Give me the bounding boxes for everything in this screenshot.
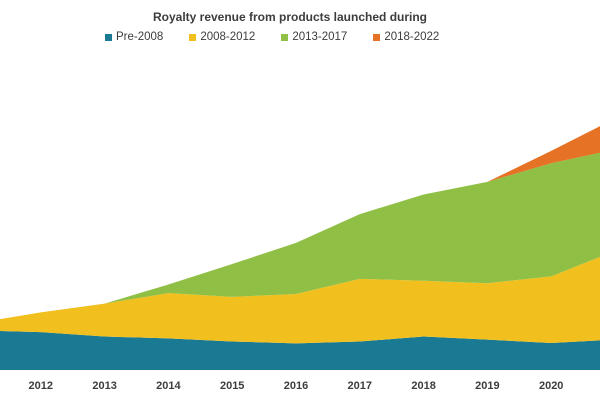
x-tick-label-2014: 2014 <box>156 380 181 392</box>
x-tick-label-2018: 2018 <box>411 380 435 392</box>
x-tick-label-2020: 2020 <box>539 380 563 392</box>
area-2008-2012 <box>0 256 600 344</box>
x-tick-label-2019: 2019 <box>475 380 499 392</box>
legend-item-pre-2008: Pre-2008 <box>105 31 163 43</box>
legend-item-2018-2022: 2018-2022 <box>373 31 439 43</box>
x-tick-label-2016: 2016 <box>284 380 308 392</box>
legend-label-2018-2022: 2018-2022 <box>384 31 440 43</box>
legend-item-2013-2017: 2013-2017 <box>281 31 347 43</box>
x-tick-label-2012: 2012 <box>29 380 53 392</box>
x-tick-label-2013: 2013 <box>92 380 116 392</box>
legend-label-2013-2017: 2013-2017 <box>292 31 348 43</box>
legend-swatch-2018-2022 <box>373 33 381 41</box>
area-pre-2008 <box>0 330 600 370</box>
legend-swatch-pre-2008 <box>105 33 112 41</box>
area-2013-2017 <box>0 152 600 320</box>
legend-item-2008-2012: 2008-2012 <box>189 31 255 43</box>
x-tick-label-2017: 2017 <box>348 380 372 392</box>
legend-label-2008-2012: 2008-2012 <box>200 31 256 43</box>
legend-swatch-2008-2012 <box>189 33 197 41</box>
chart-title: Royalty revenue from products launched d… <box>152 10 428 24</box>
legend-label-pre-2008: Pre-2008 <box>116 31 164 43</box>
x-tick-label-2015: 2015 <box>220 380 244 392</box>
legend-swatch-2013-2017 <box>281 33 289 41</box>
legend: Pre-2008 2008-2012 2013-2017 2018-2022 <box>105 31 439 43</box>
